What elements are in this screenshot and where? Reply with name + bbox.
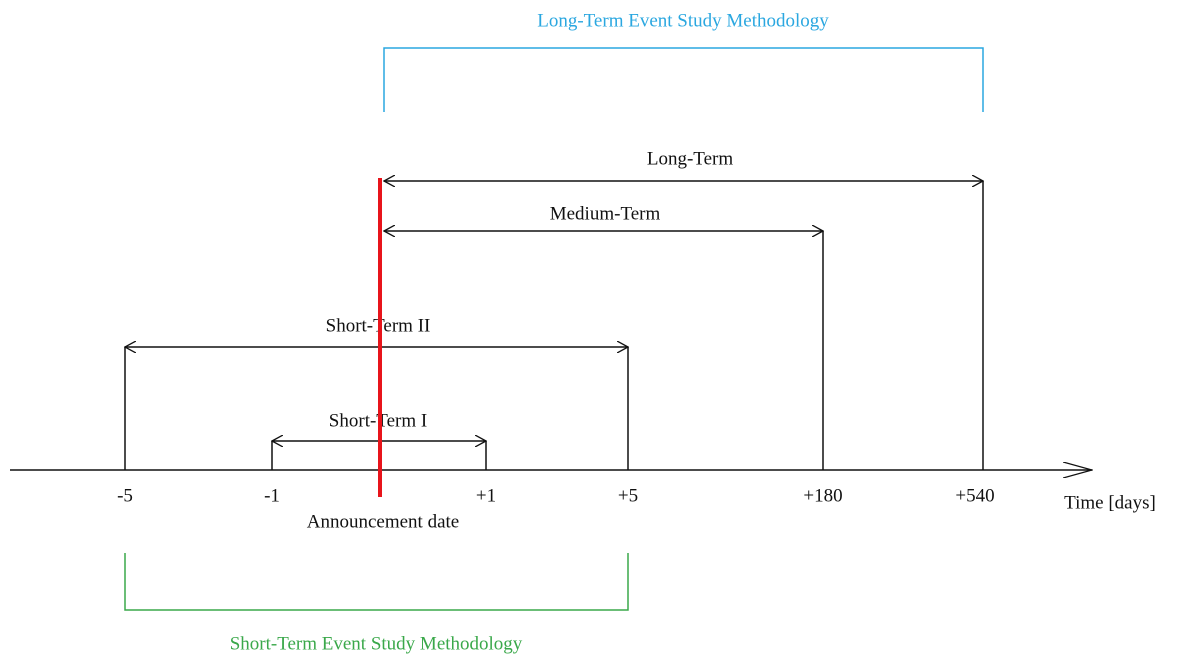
tick-label: +5	[618, 485, 638, 506]
tick-label: +180	[803, 485, 842, 506]
long-term-method-title: Long-Term Event Study Methodology	[537, 10, 829, 31]
short-term-bracket	[124, 553, 629, 611]
tick-label: -5	[117, 485, 133, 506]
axis-label: Time [days]	[1064, 492, 1156, 513]
tick-label: -1	[264, 485, 280, 506]
long-term-bracket	[383, 47, 984, 112]
tick-label: +1	[476, 485, 496, 506]
short-term-method-title: Short-Term Event Study Methodology	[230, 633, 523, 654]
window-label: Medium-Term	[550, 203, 661, 224]
event-label: Announcement date	[307, 511, 459, 532]
window-label: Long-Term	[647, 148, 733, 169]
tick-label: +540	[955, 485, 994, 506]
